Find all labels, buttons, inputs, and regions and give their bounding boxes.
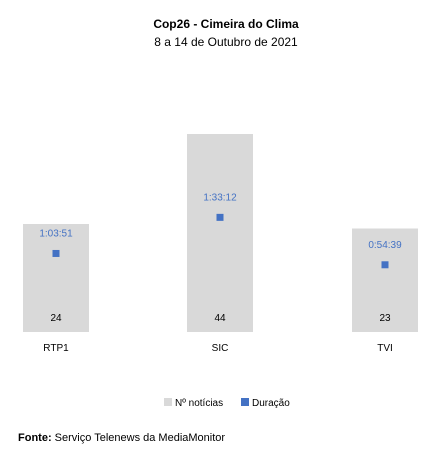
bar-value-label-tvi: 23 bbox=[379, 313, 391, 324]
bar-sic bbox=[187, 134, 253, 332]
chart-title: Cop26 - Cimeira do Clima bbox=[153, 17, 299, 31]
duration-marker-rtp1 bbox=[52, 249, 60, 257]
plot-area: 24 1:03:51 RTP1 44 1:33:12 SIC 23 0:54:39 TVI bbox=[23, 134, 418, 354]
bar-tvi bbox=[352, 228, 418, 332]
source-text: Serviço Telenews da MediaMonitor bbox=[54, 432, 226, 444]
legend: Nº notícias Duração bbox=[164, 398, 290, 409]
source-label: Fonte: bbox=[18, 432, 52, 444]
source-note: Fonte: Serviço Telenews da MediaMonitor bbox=[18, 432, 225, 444]
legend-label-duracao: Duração bbox=[252, 398, 290, 409]
legend-swatch-duracao bbox=[241, 398, 249, 406]
duration-label-sic: 1:33:12 bbox=[203, 192, 237, 203]
bar-value-label-rtp1: 24 bbox=[50, 313, 62, 324]
bar-value-label-sic: 44 bbox=[214, 313, 226, 324]
x-tick-label-rtp1: RTP1 bbox=[43, 343, 69, 354]
legend-label-noticias: Nº notícias bbox=[175, 398, 223, 409]
chart-subtitle: 8 a 14 de Outubro de 2021 bbox=[154, 35, 298, 49]
duration-marker-tvi bbox=[381, 261, 389, 269]
legend-swatch-noticias bbox=[164, 398, 172, 406]
duration-marker-sic bbox=[216, 213, 224, 221]
bar-rtp1 bbox=[23, 224, 89, 332]
duration-label-rtp1: 1:03:51 bbox=[39, 228, 73, 239]
x-tick-label-sic: SIC bbox=[212, 343, 229, 354]
duration-label-tvi: 0:54:39 bbox=[368, 240, 402, 251]
x-tick-label-tvi: TVI bbox=[377, 343, 393, 354]
